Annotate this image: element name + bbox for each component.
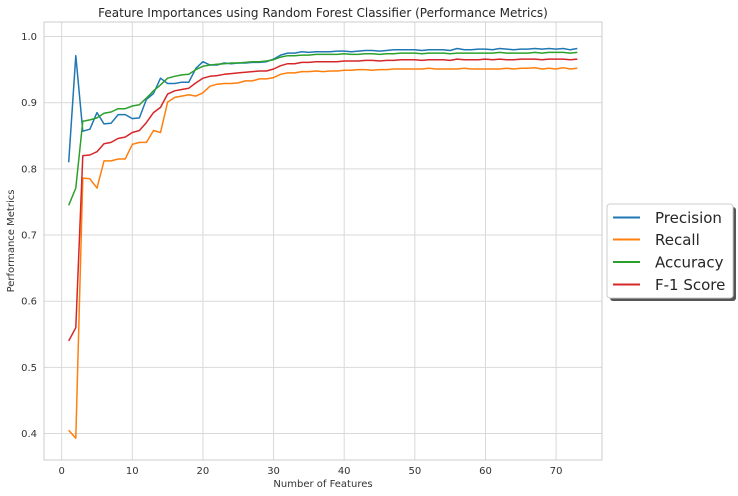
x-tick-label: 0	[58, 466, 64, 477]
series-line-accuracy	[68, 51, 578, 206]
series-lines	[67, 47, 578, 439]
x-tick-label: 60	[479, 466, 492, 477]
y-tick-label: 0.9	[21, 98, 37, 109]
grid-lines	[44, 22, 602, 460]
x-tick-label: 50	[408, 466, 421, 477]
y-tick-label: 0.4	[21, 429, 37, 440]
x-tick-label: 30	[267, 466, 280, 477]
series-line-recall	[68, 66, 578, 439]
legend-box	[606, 203, 734, 299]
x-tick-label: 20	[197, 466, 210, 477]
legend-label: Precision	[655, 209, 722, 227]
x-tick-label: 40	[338, 466, 351, 477]
x-tick-label: 10	[126, 466, 139, 477]
legend-label: F-1 Score	[655, 276, 725, 294]
series-line-f-1-score	[68, 58, 578, 342]
plot-background	[44, 22, 602, 460]
y-tick-labels: 0.4 0.5 0.6 0.7 0.8 0.9 1.0	[21, 32, 37, 440]
legend-items: Precision Recall Accuracy F-1 Score	[613, 209, 725, 294]
y-axis-label: Performance Metrics	[6, 190, 17, 293]
y-tick-label: 1.0	[21, 32, 37, 43]
plot-frame	[43, 21, 603, 461]
legend-label: Recall	[655, 231, 700, 249]
x-tick-label: 70	[550, 466, 563, 477]
y-tick-label: 0.7	[21, 231, 37, 242]
x-tick-labels: 0 10 20 30 40 50 60 70	[58, 466, 562, 477]
series-line-precision	[67, 47, 578, 163]
y-tick-label: 0.6	[21, 297, 37, 308]
y-tick-label: 0.5	[21, 363, 37, 374]
y-tick-label: 0.8	[21, 164, 37, 175]
legend-label: Accuracy	[655, 254, 724, 272]
x-axis-label: Number of Features	[273, 479, 372, 490]
legend: Precision Recall Accuracy F-1 Score	[606, 203, 736, 301]
chart-title: Feature Importances using Random Forest …	[98, 6, 548, 20]
